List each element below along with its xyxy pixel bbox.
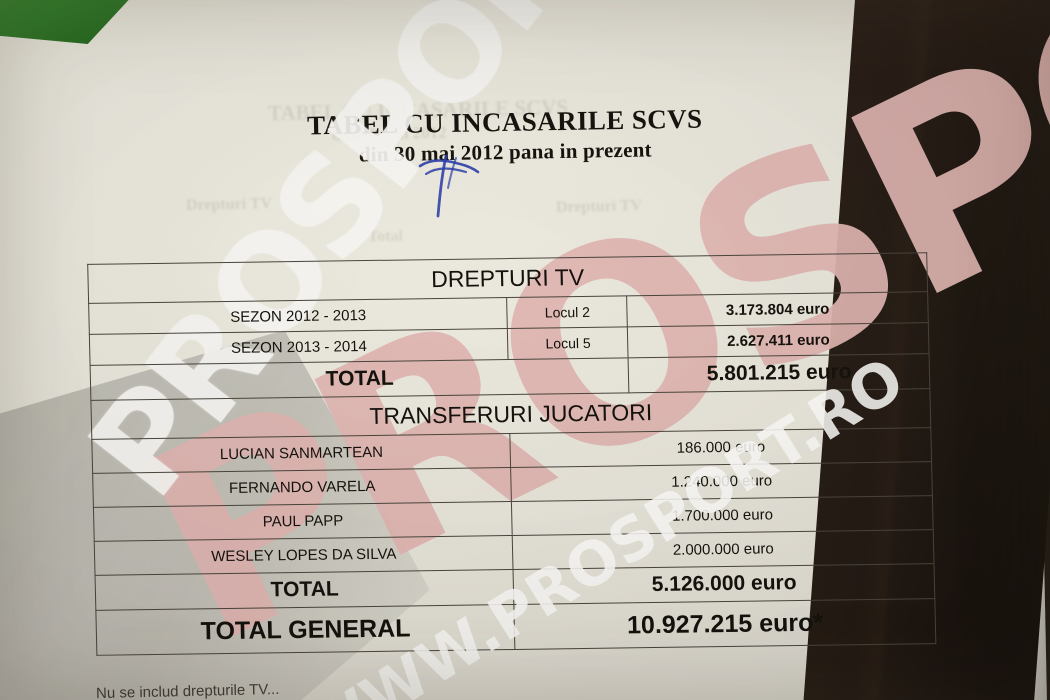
player-name-1: LUCIAN SANMARTEAN [91, 433, 512, 474]
receipts-table: DREPTURI TV SEZON 2012 - 2013 Locul 2 3.… [87, 252, 936, 656]
folder-green-shape [0, 0, 160, 44]
table-footnote: Nu se includ drepturile TV... [95, 680, 280, 700]
green-folder-corner [0, 0, 160, 44]
player-name-2: FERNANDO VARELA [92, 467, 512, 508]
player-name-4: WESLEY LOPES DA SILVA [94, 535, 514, 576]
total-transfers-label: TOTAL [95, 569, 515, 611]
sezon-place-1: Locul 2 [507, 295, 628, 329]
total-transfers-amount: 5.126.000 euro [513, 563, 935, 605]
subtitle-text: din 30 mai 2012 pana in prezent [358, 137, 652, 167]
sezon-amount-1: 3.173.804 euro [626, 291, 929, 327]
sezon-place-2: Locul 5 [507, 326, 629, 360]
grand-total-label: TOTAL GENERAL [95, 604, 516, 656]
total-tv-amount: 5.801.215 euro [628, 353, 930, 393]
sezon-amount-2: 2.627.411 euro [627, 322, 930, 358]
receipts-table-container: DREPTURI TV SEZON 2012 - 2013 Locul 2 3.… [87, 252, 937, 674]
grand-total-amount: 10.927.215 euro* [514, 598, 936, 650]
